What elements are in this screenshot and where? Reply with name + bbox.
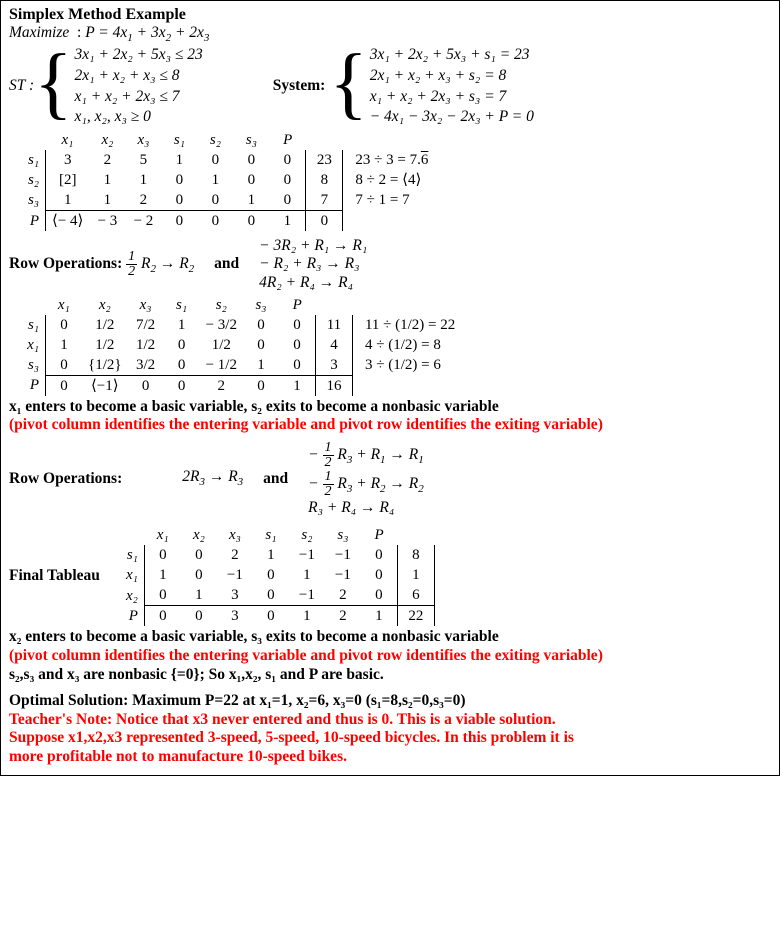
st-label: ST : [9,77,34,96]
note-basic: s₂,s₃ and x₃ are nonbasic {=0}; So x₁,x₂… [9,666,771,685]
system-line: x₁ + x₂ + 2x₃ + s₃ = 7 [370,87,534,108]
st-line: 2x₁ + x₂ + x₃ ≤ 8 [75,66,203,87]
rowop: 12 R2 → R2 [126,255,194,272]
col-hdr: s₂ [197,130,233,150]
teacher-note: Teacher's Note: Notice that x3 never ent… [9,711,771,730]
system-label: System: [273,77,326,96]
row-ops-1: Row Operations: 12 R2 → R2 and − 3R₂ + R… [9,237,771,293]
rowops-label: Row Operations: [9,470,122,489]
page: Simplex Method Example Maximize : P = 4x… [0,0,780,776]
system-line: 2x₁ + x₂ + x₃ + s₂ = 8 [370,66,534,87]
col-hdr: x₁ [46,130,90,150]
system-line: 3x₁ + 2x₂ + 5x₃ + s₁ = 23 [370,45,534,66]
tableau-final: x₁ x₂ x₃ s₁ s₂ s₃ P s₁ 0 0 2 1 −1 −1 0 8 [108,525,435,626]
maximize-colon: : [73,24,81,41]
final-tableau-row: Final Tableau x₁ x₂ x₃ s₁ s₂ s₃ P s₁ 0 0… [9,523,771,628]
teacher-note: more profitable not to manufacture 10-sp… [9,748,771,767]
objective-line: Maximize : P = 4x1 + 3x2 + 2x3 [9,24,771,45]
system-block: System: { 3x₁ + 2x₂ + 5x₃ + s₁ = 23 2x₁ … [273,45,534,127]
note-pivot: (pivot column identifies the entering va… [9,416,771,435]
rowops-stack: − 3R₂ + R₁ → R₁ − R₂ + R₃ → R₃ 4R₂ + R₄ … [259,237,367,293]
st-line: 3x₁ + 2x₂ + 5x₃ ≤ 23 [75,45,203,66]
page-title: Simplex Method Example [9,5,771,24]
rowop: − 12 R3 + R2 → R2 [308,470,424,499]
note-enters-exits-2: x₂ enters to become a basic variable, s₃… [9,628,771,647]
and: and [214,255,239,274]
ratio: 23 ÷ 3 = 7.6 [343,150,434,170]
final-label: Final Tableau [9,567,100,586]
row-lbl: s₃ [9,190,46,211]
rowop: − R₂ + R₃ → R₃ [259,255,367,274]
system-line: − 4x₁ − 3x₂ − 2x₃ + P = 0 [370,107,534,128]
objective: P = 4x1 + 3x2 + 2x3 [85,24,209,41]
col-hdr: x₂ [89,130,125,150]
row-lbl: s₁ [9,150,46,170]
rowops-label: Row Operations: [9,255,122,272]
teacher-note: Suppose x1,x2,x3 represented 3-speed, 5-… [9,729,771,748]
row-ops-2: Row Operations: 2R3 → R3 and − 12 R3 + R… [9,441,771,518]
tableau-2: x₁ x₂ x₃ s₁ s₂ s₃ P s₁ 0 1/2 7/2 1 − 3/2… [9,295,461,396]
lbrace-icon: { [329,43,369,123]
rowop: − 12 R3 + R1 → R1 [308,441,424,470]
lbrace-icon: { [34,43,74,123]
st-line: x₁, x₂, x₃ ≥ 0 [75,107,203,128]
ratio: 8 ÷ 2 = ⟨4⟩ [343,170,434,190]
st-lines: 3x₁ + 2x₂ + 5x₃ ≤ 23 2x₁ + x₂ + x₃ ≤ 8 x… [75,45,203,127]
constraints-row: ST : { 3x₁ + 2x₂ + 5x₃ ≤ 23 2x₁ + x₂ + x… [9,45,771,127]
col-hdr: s₃ [233,130,269,150]
rowop: 4R₂ + R₄ → R₄ [259,274,367,293]
and: and [263,470,288,489]
note-enters-exits: x₁ enters to become a basic variable, s₂… [9,398,771,417]
col-hdr: s₁ [161,130,197,150]
note-pivot-2: (pivot column identifies the entering va… [9,647,771,666]
row-lbl: P [9,210,46,231]
st-line: x₁ + x₂ + 2x₃ ≤ 7 [75,87,203,108]
system-lines: 3x₁ + 2x₂ + 5x₃ + s₁ = 23 2x₁ + x₂ + x₃ … [370,45,534,127]
optimal-solution: Optimal Solution: Maximum P=22 at x₁=1, … [9,692,771,711]
rowop: R₃ + R₄ → R₄ [308,499,424,518]
col-hdr: P [269,130,306,150]
ratio: 7 ÷ 1 = 7 [343,190,434,211]
tableau-1: x₁ x₂ x₃ s₁ s₂ s₃ P s₁ 3 2 5 1 0 0 0 23 … [9,130,434,231]
col-hdr: x₃ [125,130,161,150]
rowop: − 3R₂ + R₁ → R₁ [259,237,367,256]
rowops-stack: − 12 R3 + R1 → R1 − 12 R3 + R2 → R2 R₃ +… [308,441,424,518]
st-block: ST : { 3x₁ + 2x₂ + 5x₃ ≤ 23 2x₁ + x₂ + x… [9,45,203,127]
row-lbl: s₂ [9,170,46,190]
rowop: 2R3 → R3 [182,468,243,489]
